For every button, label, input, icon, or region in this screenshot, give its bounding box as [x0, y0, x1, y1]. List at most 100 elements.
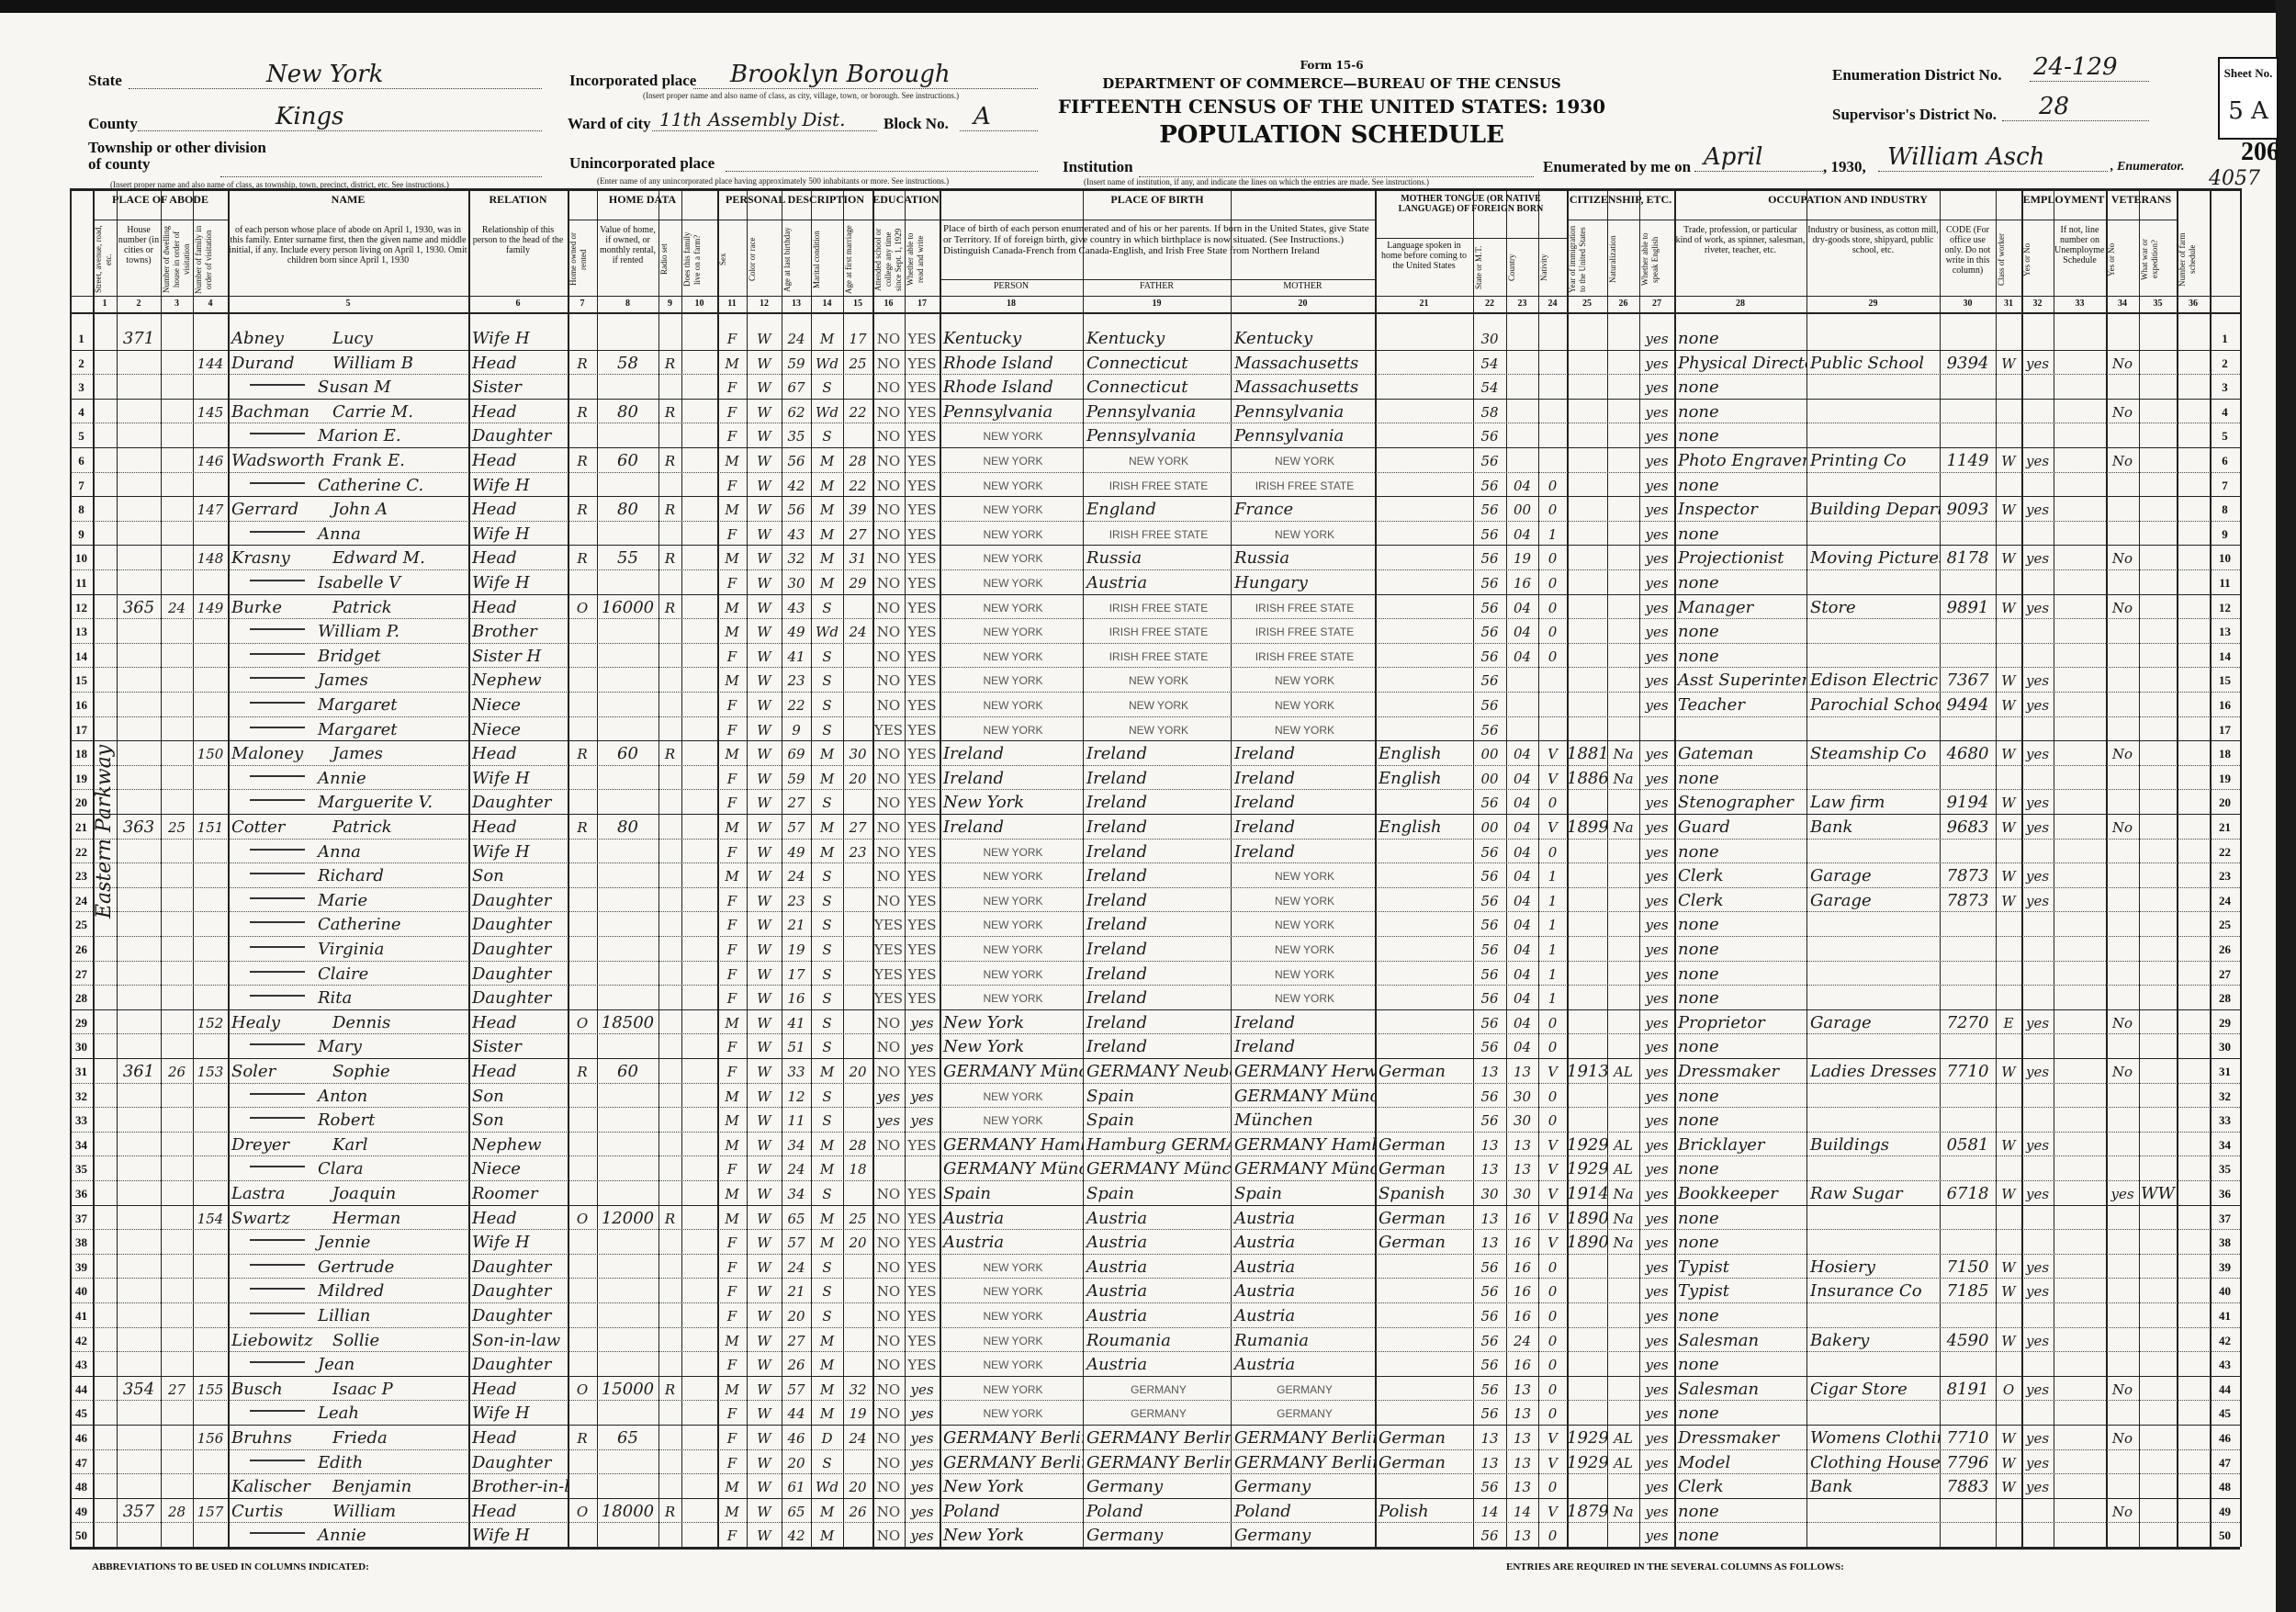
- cell-age-marriage: 27: [849, 819, 867, 836]
- cell-age: 27: [787, 795, 805, 812]
- cell-read: Yes: [907, 1357, 937, 1374]
- cell-code-b: 30: [1513, 1112, 1532, 1130]
- cell-naturalization: AL: [1614, 1430, 1633, 1447]
- column-number: 22: [1485, 299, 1494, 309]
- cell-english: yes: [1645, 1381, 1669, 1398]
- cell-read: Yes: [907, 1136, 937, 1154]
- line-number: 13: [75, 625, 87, 639]
- person-name: Busch Isaac P: [228, 1376, 468, 1400]
- cell-english: yes: [1645, 892, 1669, 909]
- column-header-code-a: State or M.T.: [1474, 245, 1483, 289]
- cell-occupation: none: [1678, 841, 1719, 862]
- cell-family: 154: [197, 1210, 224, 1227]
- cell-english: yes: [1645, 1136, 1669, 1154]
- cell-family: 150: [197, 746, 224, 763]
- cell-birth-mother: Austria: [1234, 1257, 1296, 1277]
- line-number: 12: [2219, 600, 2231, 614]
- cell-age-marriage: 25: [849, 1210, 867, 1227]
- cell-birth-father: IRISH FREE STATE: [1109, 649, 1209, 663]
- cell-birth-person: Ireland: [943, 744, 1004, 764]
- cell-code-a: 56: [1480, 502, 1499, 519]
- cell-code: 7873: [1946, 866, 1989, 886]
- column-header-relation: Relationship of this person to the head …: [472, 225, 564, 255]
- cell-code-b: 16: [1513, 1258, 1532, 1276]
- line-number: 21: [75, 820, 87, 834]
- cell-birth-mother: GERMANY München: [1234, 1159, 1375, 1179]
- column-divider: [2240, 188, 2242, 1547]
- cell-code-a: 56: [1480, 1039, 1499, 1056]
- cell-relation: Wife H: [472, 768, 530, 788]
- line-number: 39: [75, 1259, 87, 1274]
- line-number: 40: [2219, 1284, 2231, 1299]
- cell-code: 8191: [1946, 1379, 1989, 1399]
- person-name: Burke Patrick: [228, 594, 468, 618]
- cell-occupation: none: [1678, 524, 1719, 544]
- column-number: 1: [102, 299, 107, 309]
- cell-code-a: 56: [1480, 1332, 1499, 1349]
- cell-birth-father: Austria: [1086, 1257, 1148, 1277]
- group-header-occupation: OCCUPATION AND INDUSTRY: [1768, 193, 1928, 206]
- given-name: Sollie: [332, 1330, 380, 1350]
- line-number: 47: [75, 1455, 87, 1470]
- line-number: 29: [2219, 1015, 2231, 1030]
- cell-age-marriage: 32: [849, 1381, 867, 1398]
- cell-birth-father: GERMANY Neuberg: [1086, 1062, 1231, 1081]
- cell-read: Yes: [907, 941, 937, 958]
- cell-employed: yes: [2025, 868, 2050, 885]
- cell-sex: F: [726, 1039, 737, 1056]
- abbreviations-heading: ABBREVIATIONS TO BE USED IN COLUMNS INDI…: [92, 1561, 369, 1573]
- row-divider: [70, 886, 2240, 889]
- person-name: Maloney James: [228, 740, 468, 764]
- cell-birth-mother: Kentucky: [1234, 329, 1313, 348]
- county-label: County: [88, 115, 138, 132]
- cell-code-a: 56: [1480, 1308, 1499, 1325]
- cell-birth-mother: Pennsylvania: [1234, 401, 1345, 422]
- cell-school: No: [876, 477, 901, 494]
- cell-birth-father: Kentucky: [1086, 329, 1165, 348]
- cell-house: 361: [122, 1062, 155, 1081]
- line-number: 5: [78, 429, 84, 444]
- cell-marital: M: [819, 453, 835, 469]
- column-number: 24: [1548, 299, 1558, 309]
- institution-field: [1139, 152, 1534, 177]
- line-number: 4: [2222, 404, 2228, 419]
- cell-english: yes: [1645, 1186, 1669, 1202]
- group-header-abode: PLACE OF ABODE: [112, 193, 208, 206]
- cell-family: 151: [197, 819, 224, 836]
- cell-code: 8178: [1946, 548, 1989, 569]
- cell-birth-father: Ireland: [1086, 1037, 1147, 1057]
- cell-sex: F: [726, 1258, 737, 1276]
- column-header-school: Attended school or college any time sinc…: [873, 228, 903, 291]
- column-divider: [1506, 188, 1507, 1547]
- cell-house: 357: [122, 1501, 155, 1521]
- column-header-farm-schedule: Number of farm schedule: [2178, 232, 2197, 287]
- cell-occupation: Guard: [1678, 817, 1730, 837]
- person-name: Catherine C.: [228, 472, 468, 496]
- column-number: 33: [2075, 299, 2085, 309]
- line-number: 15: [75, 673, 87, 688]
- cell-birth-person: Poland: [943, 1501, 1000, 1521]
- cell-code-b: 04: [1513, 965, 1532, 983]
- cell-age: 19: [787, 941, 805, 958]
- cell-employed: yes: [2025, 502, 2050, 519]
- cell-age: 42: [787, 1527, 805, 1545]
- cell-marital: M: [819, 1136, 835, 1154]
- cell-race: W: [757, 672, 771, 690]
- cell-family: 145: [197, 403, 224, 421]
- cell-occupation: none: [1678, 573, 1719, 592]
- cell-language: German: [1379, 1208, 1446, 1228]
- cell-school: No: [876, 1405, 901, 1423]
- supervisor-district-value: 28: [2039, 93, 2070, 120]
- cell-relation: Wife H: [472, 1526, 530, 1546]
- cell-marital: M: [819, 1332, 835, 1349]
- line-number: 23: [75, 869, 87, 884]
- given-name: James: [332, 744, 383, 764]
- cell-birth-person: NEW YORK: [983, 674, 1043, 688]
- cell-birth-mother: Spain: [1234, 1184, 1282, 1203]
- cell-read: yes: [910, 1112, 934, 1130]
- person-name: Gertrude: [228, 1254, 468, 1278]
- ditto-mark: [250, 799, 305, 802]
- cell-sex: M: [725, 868, 739, 885]
- cell-code-c: V: [1548, 746, 1558, 763]
- cell-code-b: 04: [1513, 917, 1532, 934]
